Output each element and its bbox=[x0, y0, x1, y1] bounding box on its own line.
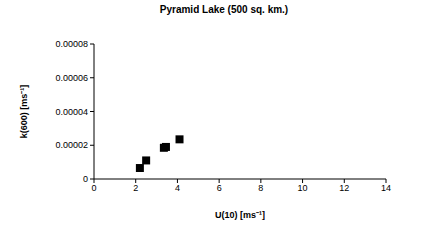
svg-text:2: 2 bbox=[133, 183, 138, 193]
svg-text:10: 10 bbox=[298, 183, 308, 193]
svg-text:0.00002: 0.00002 bbox=[55, 140, 88, 150]
svg-text:0: 0 bbox=[91, 183, 96, 193]
html-text:Pyramid Lake (500 sq. km.): Pyramid Lake (500 sq. km.) bbox=[159, 4, 289, 15]
svg-text:0.00004: 0.00004 bbox=[55, 107, 88, 117]
svg-text:6: 6 bbox=[217, 183, 222, 193]
svg-text:12: 12 bbox=[339, 183, 349, 193]
svg-text:0.00008: 0.00008 bbox=[55, 39, 88, 49]
svg-text:8: 8 bbox=[258, 183, 263, 193]
svg-text:4: 4 bbox=[175, 183, 180, 193]
svg-text:14: 14 bbox=[381, 183, 391, 193]
svg-text:U(10) [ms⁻¹]: U(10) [ms⁻¹] bbox=[215, 210, 265, 220]
svg-text:0: 0 bbox=[83, 174, 88, 184]
svg-text:0.00006: 0.00006 bbox=[55, 73, 88, 83]
svg-text:k(600) [ms⁻¹]: k(600) [ms⁻¹] bbox=[19, 85, 29, 139]
